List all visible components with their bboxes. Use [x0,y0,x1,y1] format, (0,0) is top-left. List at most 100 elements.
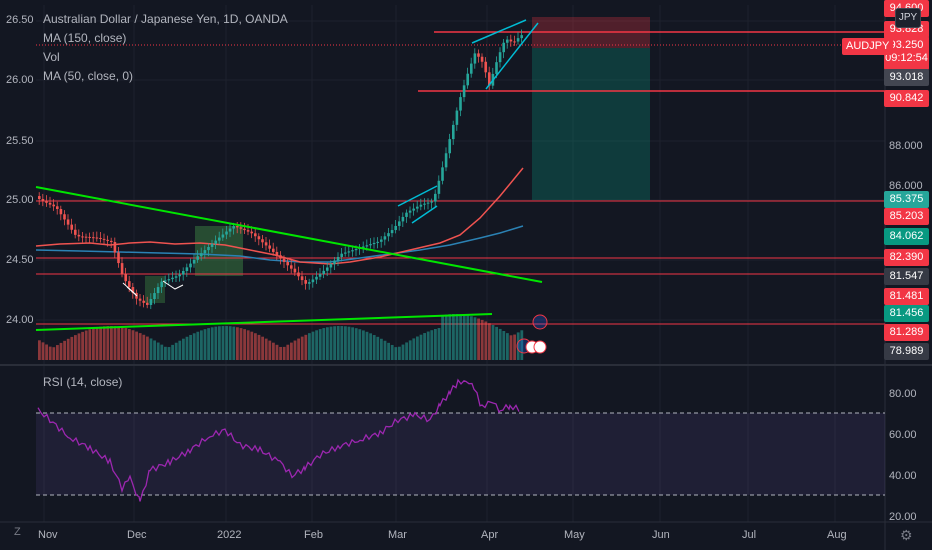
price-tag: 85.375 [884,191,929,208]
volume-bar [268,340,272,360]
volume-bar [455,314,459,360]
candle-body [513,41,516,43]
left-axis-label: 24.00 [6,314,34,326]
candle-body [200,253,203,257]
volume-bar [405,342,408,360]
candle-body [131,287,135,293]
candle-body [120,263,124,274]
short-position-target-zone[interactable] [532,48,650,200]
volume-bar [369,333,372,360]
candle-body [196,256,199,260]
candle-body [138,298,142,301]
chart-title[interactable]: Australian Dollar / Japanese Yen, 1D, OA… [43,12,288,26]
currency-button[interactable]: JPY [895,8,921,28]
volume-bar [124,328,128,360]
volume-bar [480,319,484,360]
volume-bar [383,340,387,360]
candle-body [455,110,459,125]
candle-body [495,62,498,74]
candle-body [444,153,448,168]
candle-body [459,97,462,111]
candle-body [448,139,451,154]
candle-body [236,226,239,228]
candle-body [38,196,41,199]
candle-body [167,279,171,281]
volume-bar [516,332,520,360]
volume-bar [196,331,200,360]
candle-body [74,229,77,235]
wedge-patterns[interactable] [397,19,539,224]
candle-body [462,85,466,98]
trendlines[interactable] [35,186,543,331]
range-box-2[interactable] [145,276,165,303]
volume-bar [160,344,164,360]
candle-body [311,279,315,283]
candle-body [182,270,185,275]
candle-body [207,246,210,251]
volume-bar [261,336,264,360]
volume-bar [333,326,336,360]
candle-body [398,221,401,226]
volume-bar [225,326,228,360]
volume-bar [257,334,261,360]
volume-bar [92,328,95,360]
ma150-line [35,225,524,263]
volume-bar [286,344,290,360]
volume-bar [66,338,70,360]
candle-body [282,258,286,262]
volume-bar [470,316,473,360]
symbol-tag: AUDJPY [842,38,894,55]
candle-body [56,206,59,209]
time-axis-label: 2022 [217,529,242,541]
volume-bar [311,331,315,360]
candle-body [225,231,228,235]
candle-body [520,35,523,39]
candle-body [45,200,48,203]
candle-body [369,244,372,246]
vol-legend[interactable]: Vol [43,50,60,64]
event-icons[interactable] [516,314,548,354]
volume-bar [423,333,426,360]
volume-bar [430,330,434,360]
volume-bar [390,344,394,360]
price-tag: 81.289 [884,324,929,341]
candle-body [423,203,426,205]
volume-bar [506,333,509,360]
candle-body [351,250,354,252]
volume-bar [437,328,441,360]
price-tag: 81.456 [884,305,929,322]
volume-bar [477,318,480,360]
volume-bar [110,326,113,360]
volume-bar [250,331,254,360]
volume-bar [185,336,189,360]
volume-bar [358,329,362,360]
candle-body [506,39,509,43]
candle-body [387,233,390,237]
ma50-legend[interactable]: MA (50, close, 0) [43,69,134,83]
volume-bar [326,327,329,360]
volume-bar [401,344,405,360]
bar-countdown: 09:12:54 [885,52,928,64]
volume-bar [81,331,84,360]
gear-icon[interactable]: ⚙ [900,527,913,543]
flag-pattern[interactable] [122,280,184,297]
ma150-legend[interactable]: MA (150, close) [43,31,127,45]
volume-bar [394,347,398,360]
left-axis-label: 25.50 [6,135,34,147]
candle-body [498,52,502,63]
rsi-legend[interactable]: RSI (14, close) [43,375,123,389]
time-axis-label: Dec [127,529,147,541]
candle-body [466,73,469,86]
candle-body [405,212,408,217]
candle-body [218,237,221,241]
candle-body [52,204,55,207]
volume-bar [272,342,275,360]
timezone-icon[interactable]: Z [14,526,21,538]
rsi-axis-label: 60.00 [889,429,917,441]
volume-bar [41,342,45,360]
volume-bar [520,330,524,360]
candle-body [102,238,106,240]
candle-body [326,267,329,271]
volume-bar [264,338,268,360]
